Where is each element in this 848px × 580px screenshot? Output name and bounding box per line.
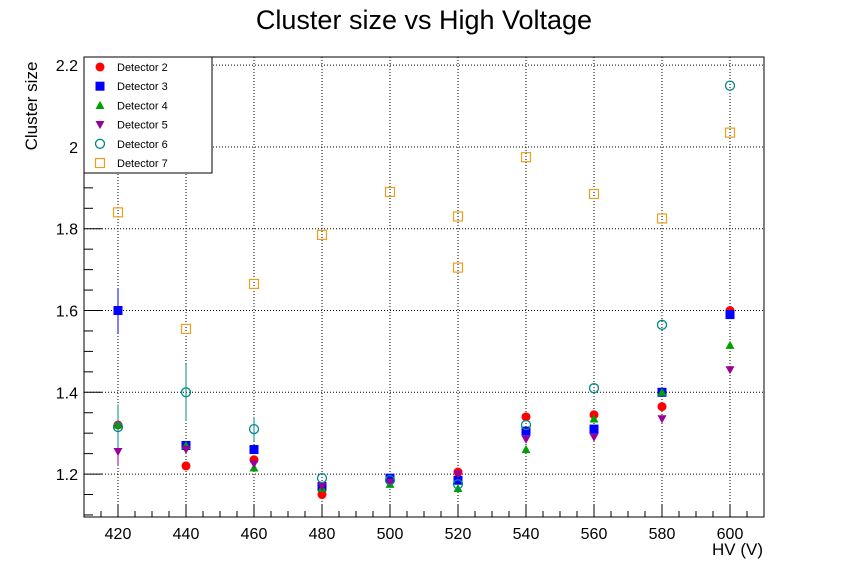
- legend-marker: [94, 157, 106, 169]
- data-point: [589, 433, 599, 442]
- data-point: [317, 482, 327, 491]
- data-point: [181, 461, 191, 471]
- legend: Detector 2 Detector 3 Detector 4 Detector 5…: [83, 56, 213, 174]
- data-point: [180, 323, 192, 335]
- data-point: [453, 483, 463, 492]
- series-detector-2: [113, 306, 735, 500]
- x-tick-label: 520: [445, 526, 472, 543]
- legend-label: Detector 6: [117, 139, 168, 151]
- legend-marker: [95, 121, 105, 130]
- y-tick-label: 1.8: [56, 222, 78, 239]
- data-point: [452, 262, 464, 273]
- x-axis-label: HV (V): [712, 540, 763, 559]
- data-point: [657, 387, 667, 396]
- x-tick-label: 440: [173, 526, 200, 543]
- series-detector-5: [113, 366, 735, 491]
- data-point: [452, 479, 464, 490]
- series-detector-7: [112, 127, 736, 335]
- data-point: [725, 340, 735, 349]
- data-point: [113, 306, 123, 316]
- data-point: [112, 421, 124, 433]
- data-point: [385, 478, 395, 487]
- data-point: [317, 490, 327, 500]
- x-tick-label: 560: [581, 526, 608, 543]
- data-point: [725, 366, 735, 375]
- data-point: [521, 435, 531, 444]
- legend-marker: [95, 100, 105, 109]
- x-tick-label: 500: [377, 526, 404, 543]
- data-point: [520, 152, 532, 163]
- data-point: [724, 127, 736, 138]
- legend-box: [83, 56, 213, 174]
- x-tick-label: 580: [649, 526, 676, 543]
- chart-title: Cluster size vs High Voltage: [256, 5, 592, 35]
- y-axis-label: Cluster size: [22, 62, 41, 151]
- data-point: [112, 207, 124, 218]
- series-detector-4: [113, 340, 735, 492]
- legend-marker: [95, 81, 105, 91]
- legend-marker: [95, 62, 105, 72]
- data-point: [316, 229, 328, 240]
- data-point: [249, 445, 259, 455]
- data-points: [112, 80, 736, 500]
- y-tick-label: 1.6: [56, 304, 78, 321]
- data-point: [248, 278, 260, 290]
- data-point: [180, 387, 192, 398]
- data-point: [657, 415, 667, 424]
- series-detector-6: [112, 80, 736, 490]
- x-tick-label: 600: [717, 526, 744, 543]
- data-point: [384, 475, 396, 486]
- series-detector-3: [113, 288, 735, 491]
- data-point: [520, 419, 532, 431]
- data-point: [521, 445, 531, 454]
- data-point: [656, 213, 668, 224]
- data-point: [521, 412, 531, 422]
- grid-lines: [84, 57, 764, 517]
- data-point: [181, 445, 191, 455]
- data-point: [113, 447, 123, 457]
- data-point: [249, 460, 259, 469]
- data-point: [725, 310, 735, 320]
- data-point: [385, 473, 395, 483]
- axes: 420 440 460 480 500 520 540 560 580 600 1.2 1.4 1.6 1…: [56, 56, 765, 543]
- data-point: [588, 383, 600, 394]
- legend-marker: [94, 138, 106, 149]
- legend-label: Detector 7: [117, 158, 168, 170]
- data-point: [724, 80, 736, 91]
- y-tick-label: 2.2: [56, 58, 78, 75]
- y-tick-label: 1.4: [56, 385, 78, 402]
- x-tick-label: 420: [105, 526, 132, 543]
- data-point: [453, 470, 463, 479]
- legend-label: Detector 3: [117, 81, 168, 93]
- data-point: [316, 473, 328, 484]
- x-tick-label: 460: [241, 526, 268, 543]
- data-point: [656, 319, 668, 330]
- x-tick-label: 540: [513, 526, 540, 543]
- y-tick-label: 1.2: [56, 467, 78, 484]
- data-point: [589, 424, 599, 434]
- data-point: [588, 188, 600, 200]
- data-point: [248, 423, 260, 435]
- data-point: [589, 414, 599, 423]
- x-tick-label: 480: [309, 526, 336, 543]
- data-point: [521, 426, 531, 436]
- y-tick-label: 2: [69, 140, 78, 157]
- data-point: [657, 402, 667, 412]
- legend-label: Detector 2: [117, 62, 168, 74]
- legend-label: Detector 4: [117, 100, 168, 112]
- data-point: [452, 211, 464, 222]
- legend-label: Detector 5: [117, 120, 168, 132]
- data-point: [384, 186, 396, 198]
